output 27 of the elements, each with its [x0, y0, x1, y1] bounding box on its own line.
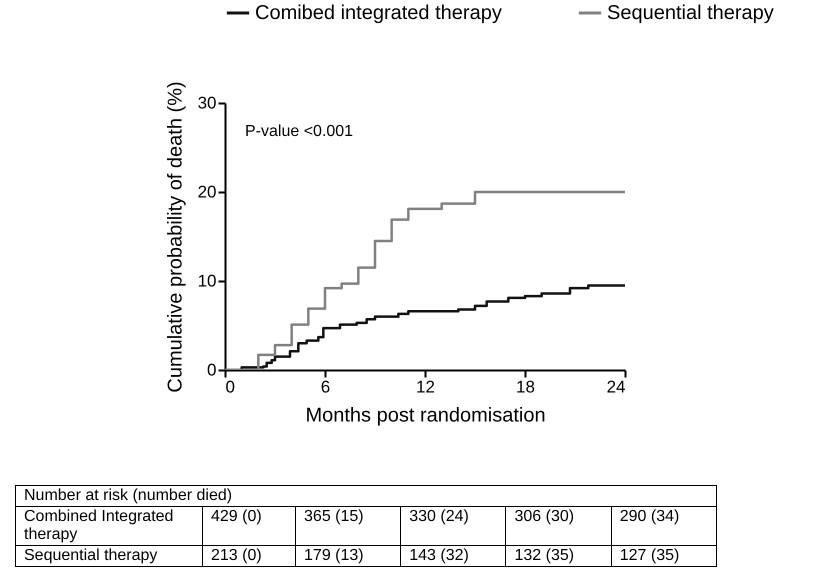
text: 429 (0) [202, 506, 296, 546]
text: Sequential therapy [16, 546, 202, 566]
x-tick-label: 18 [516, 378, 535, 396]
legend-label: Comibed integrated therapy [255, 2, 502, 24]
annotation: P-value <0.001 [245, 123, 354, 140]
text: 290 (34) [611, 506, 716, 546]
y-tick-label: 20 [198, 182, 216, 202]
x-axis-title: Months post randomisation [305, 404, 546, 426]
x-tick-label: 6 [320, 378, 330, 396]
text: 365 (15) [296, 506, 401, 546]
x-tick-label: 24 [606, 378, 626, 396]
x-tick-label: 12 [416, 378, 435, 396]
text: Number at risk (number died) [16, 486, 716, 506]
text: 132 (35) [506, 546, 612, 566]
text: 213 (0) [202, 546, 296, 566]
text: 306 (30) [506, 506, 612, 546]
y-axis-title: Cumulative probability of death (%) [164, 81, 187, 393]
y-tick-label: 10 [198, 272, 216, 290]
legend-label: Sequential therapy [607, 2, 774, 24]
y-tick-label: 30 [198, 94, 216, 112]
x-tick-label: 0 [226, 378, 235, 396]
text: Combined Integrated therapy [16, 506, 202, 546]
text: 127 (35) [611, 546, 716, 566]
y-tick-label: 0 [207, 360, 216, 380]
text: 179 (13) [296, 546, 401, 566]
text: 330 (24) [400, 506, 506, 546]
text: 143 (32) [400, 546, 506, 566]
